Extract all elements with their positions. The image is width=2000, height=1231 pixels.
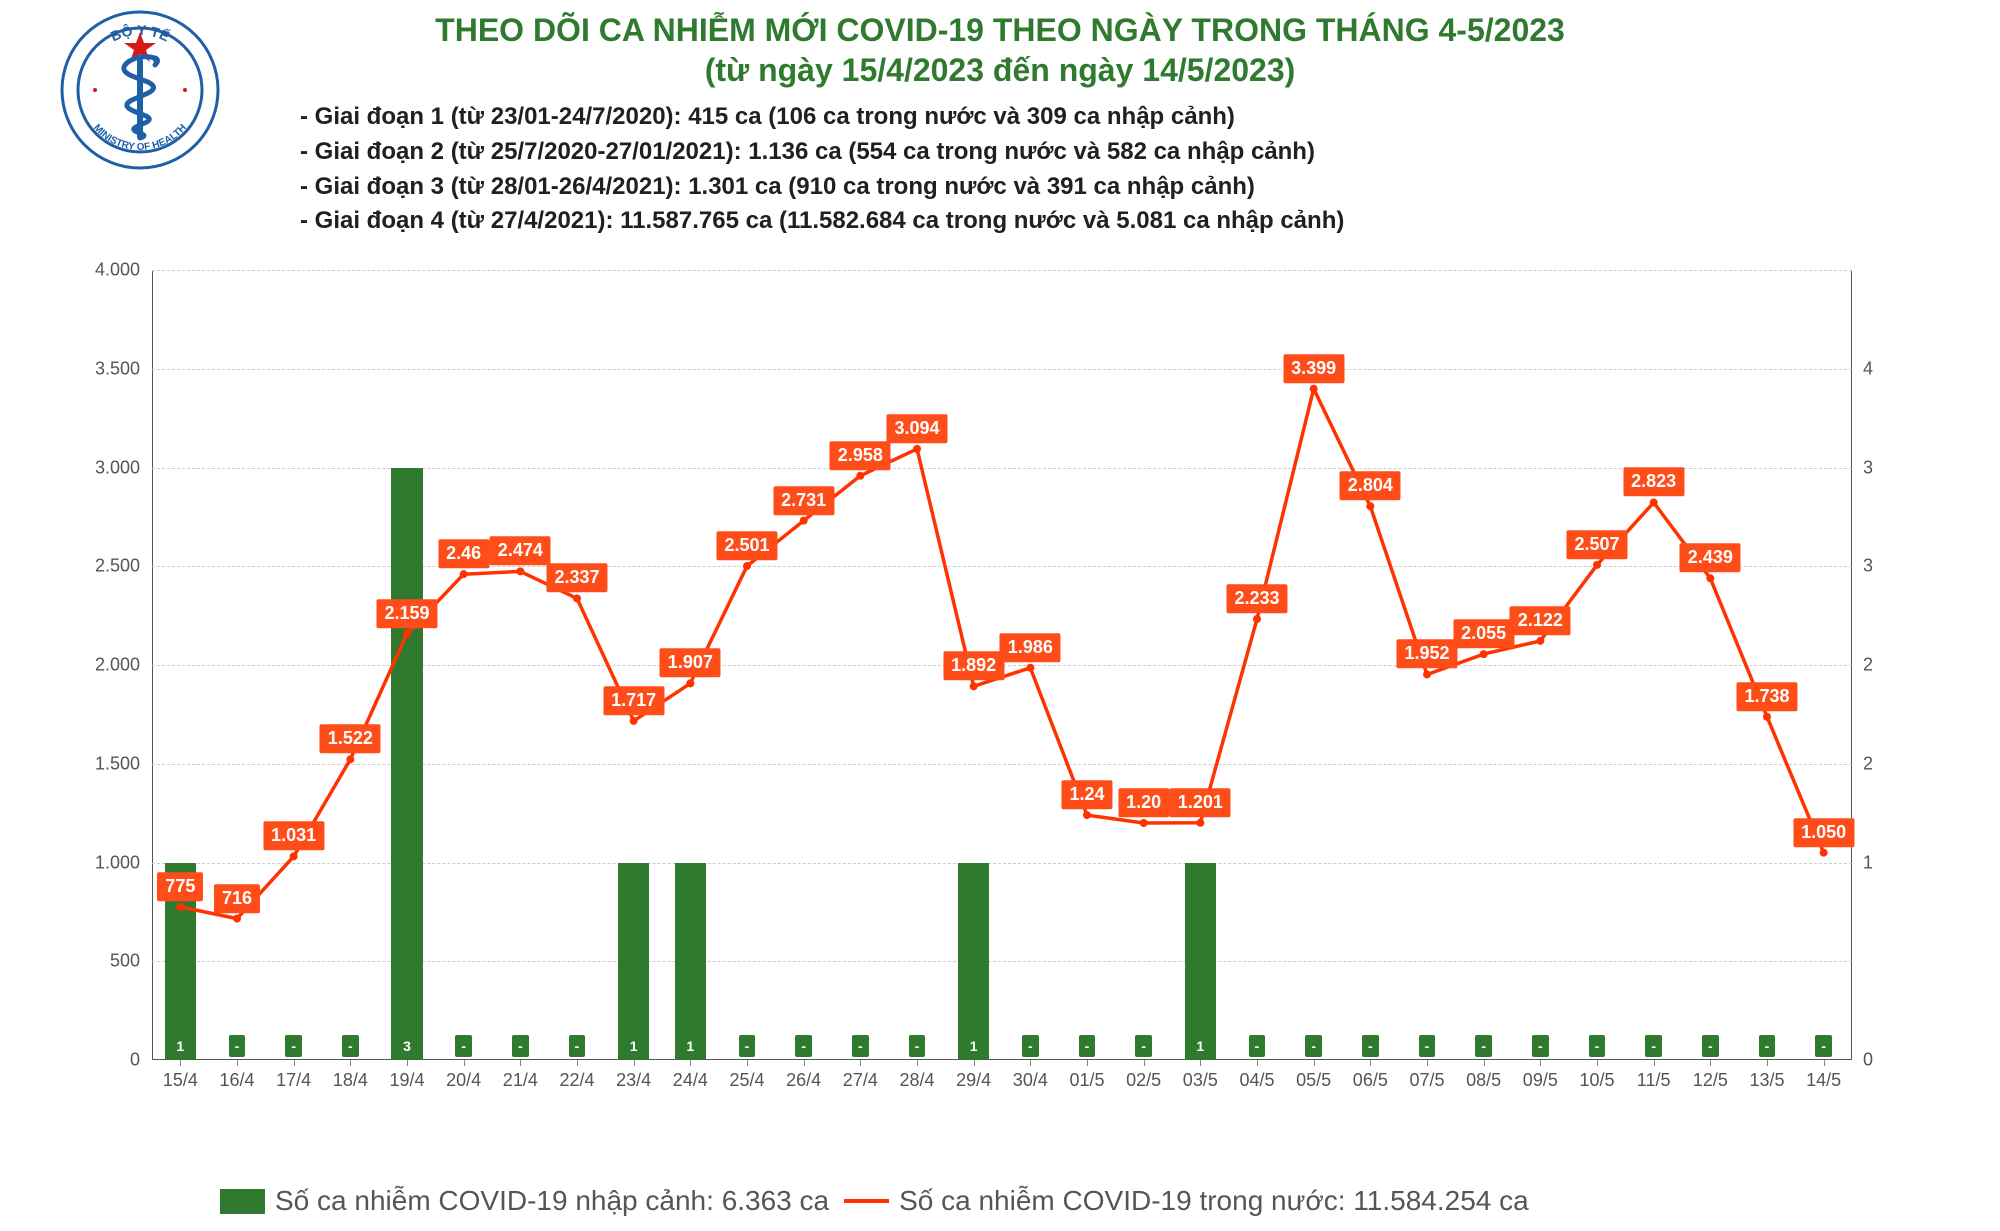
y-right-tick-label: 4 [1863,358,1873,379]
line-value-label: 1.031 [263,822,324,851]
x-tick-label: 06/5 [1353,1070,1388,1091]
x-tick-label: 19/4 [389,1070,424,1091]
line-value-label: 1.050 [1793,818,1854,847]
y-right-tick-label: 3 [1863,556,1873,577]
line-value-label: 716 [214,884,260,913]
line-value-label: 2.055 [1453,619,1514,648]
ministry-logo: BỘ Y TẾ MINISTRY OF HEALTH [60,10,220,170]
y-left-axis-labels: 05001.0001.5002.0002.5003.0003.5004.000 [70,270,145,1060]
phase-line-4: - Giai đoạn 4 (từ 27/4/2021): 11.587.765… [300,204,1760,239]
y-right-tick-label: 1 [1863,852,1873,873]
x-tick-label: 15/4 [163,1070,198,1091]
y-left-tick-label: 500 [110,951,140,972]
line-value-label: 1.717 [603,686,664,715]
line-value-label: 2.474 [490,537,551,566]
x-tick-label: 13/5 [1749,1070,1784,1091]
line-value-label: 1.24 [1061,780,1112,809]
x-tick-label: 07/5 [1409,1070,1444,1091]
x-tick-label: 22/4 [559,1070,594,1091]
title-line-1: THEO DÕI CA NHIỄM MỚI COVID-19 THEO NGÀY… [300,10,1700,50]
line-value-label: 1.738 [1736,682,1797,711]
x-tick-label: 16/4 [219,1070,254,1091]
x-tick-label: 01/5 [1069,1070,1104,1091]
x-tick-label: 09/5 [1523,1070,1558,1091]
phase-line-1: - Giai đoạn 1 (từ 23/01-24/7/2020): 415 … [300,100,1760,135]
line-value-label: 2.46 [438,539,489,568]
chart-legend: Số ca nhiễm COVID-19 nhập cảnh: 6.363 ca… [220,1185,1820,1217]
line-value-label: 1.892 [943,652,1004,681]
line-value-label: 1.522 [320,725,381,754]
legend-line-label: Số ca nhiễm COVID-19 trong nước: 11.584.… [899,1185,1529,1217]
x-tick-label: 23/4 [616,1070,651,1091]
y-right-axis-labels: 0122334 [1858,270,1908,1060]
line-value-label: 3.094 [886,414,947,443]
y-right-tick-label: 0 [1863,1050,1873,1071]
page: BỘ Y TẾ MINISTRY OF HEALTH THEO DÕI CA N… [0,0,2000,1231]
line-value-label: 2.233 [1226,584,1287,613]
x-tick-label: 26/4 [786,1070,821,1091]
y-left-tick-label: 3.000 [95,457,140,478]
y-left-tick-label: 2.000 [95,655,140,676]
x-tick-label: 08/5 [1466,1070,1501,1091]
x-tick-label: 18/4 [333,1070,368,1091]
line-value-label: 2.439 [1680,543,1741,572]
line-value-label: 775 [157,872,203,901]
y-right-tick-label: 3 [1863,457,1873,478]
y-left-tick-label: 0 [130,1050,140,1071]
line-value-label: 1.20 [1118,788,1169,817]
phase-line-3: - Giai đoạn 3 (từ 28/01-26/4/2021): 1.30… [300,170,1760,205]
line-value-label: 2.337 [546,564,607,593]
line-value-label: 1.986 [1000,633,1061,662]
line-value-label: 2.823 [1623,468,1684,497]
y-right-tick-label: 2 [1863,753,1873,774]
line-value-label: 2.159 [376,599,437,628]
phase-notes: - Giai đoạn 1 (từ 23/01-24/7/2020): 415 … [300,100,1760,239]
line-value-label: 2.122 [1510,606,1571,635]
x-tick-label: 27/4 [843,1070,878,1091]
line-value-label: 2.804 [1340,471,1401,500]
y-right-tick-label: 2 [1863,655,1873,676]
combo-chart: 05001.0001.5002.0002.5003.0003.5004.000 … [70,260,1940,1130]
legend-item-bar: Số ca nhiễm COVID-19 nhập cảnh: 6.363 ca [220,1185,829,1217]
x-tick-label: 30/4 [1013,1070,1048,1091]
x-tick-label: 17/4 [276,1070,311,1091]
y-left-tick-label: 2.500 [95,556,140,577]
line-value-label: 3.399 [1283,354,1344,383]
line-value-label: 2.507 [1566,530,1627,559]
x-tick-label: 25/4 [729,1070,764,1091]
legend-item-line: Số ca nhiễm COVID-19 trong nước: 11.584.… [844,1185,1529,1217]
x-tick-label: 24/4 [673,1070,708,1091]
x-tick-label: 14/5 [1806,1070,1841,1091]
x-tick-label: 03/5 [1183,1070,1218,1091]
legend-bar-label: Số ca nhiễm COVID-19 nhập cảnh: 6.363 ca [275,1185,829,1217]
y-left-tick-label: 3.500 [95,358,140,379]
x-tick-label: 11/5 [1637,1070,1671,1091]
plot-area: 1---3---11----1---1-----------7757161.03… [152,270,1852,1060]
line-value-label: 2.958 [830,441,891,470]
title-line-2: (từ ngày 15/4/2023 đến ngày 14/5/2023) [300,50,1700,90]
legend-swatch-line [844,1199,889,1203]
phase-line-2: - Giai đoạn 2 (từ 25/7/2020-27/01/2021):… [300,135,1760,170]
legend-swatch-bar [220,1189,265,1214]
line-value-label: 1.907 [660,649,721,678]
logo-svg: BỘ Y TẾ MINISTRY OF HEALTH [60,10,220,170]
line-value-label: 1.952 [1396,640,1457,669]
x-tick-label: 02/5 [1126,1070,1161,1091]
y-left-tick-label: 1.500 [95,753,140,774]
y-left-tick-label: 4.000 [95,260,140,281]
line-value-label: 2.731 [773,486,834,515]
x-tick-label: 29/4 [956,1070,991,1091]
y-left-tick-label: 1.000 [95,852,140,873]
line-value-label: 1.201 [1170,788,1231,817]
x-tick-label: 05/5 [1296,1070,1331,1091]
chart-header: THEO DÕI CA NHIỄM MỚI COVID-19 THEO NGÀY… [300,10,1700,90]
x-tick-label: 10/5 [1579,1070,1614,1091]
x-tick-label: 21/4 [503,1070,538,1091]
x-tick-label: 12/5 [1693,1070,1728,1091]
x-tick-label: 20/4 [446,1070,481,1091]
x-tick-label: 28/4 [899,1070,934,1091]
x-tick-label: 04/5 [1239,1070,1274,1091]
line-value-label: 2.501 [716,531,777,560]
